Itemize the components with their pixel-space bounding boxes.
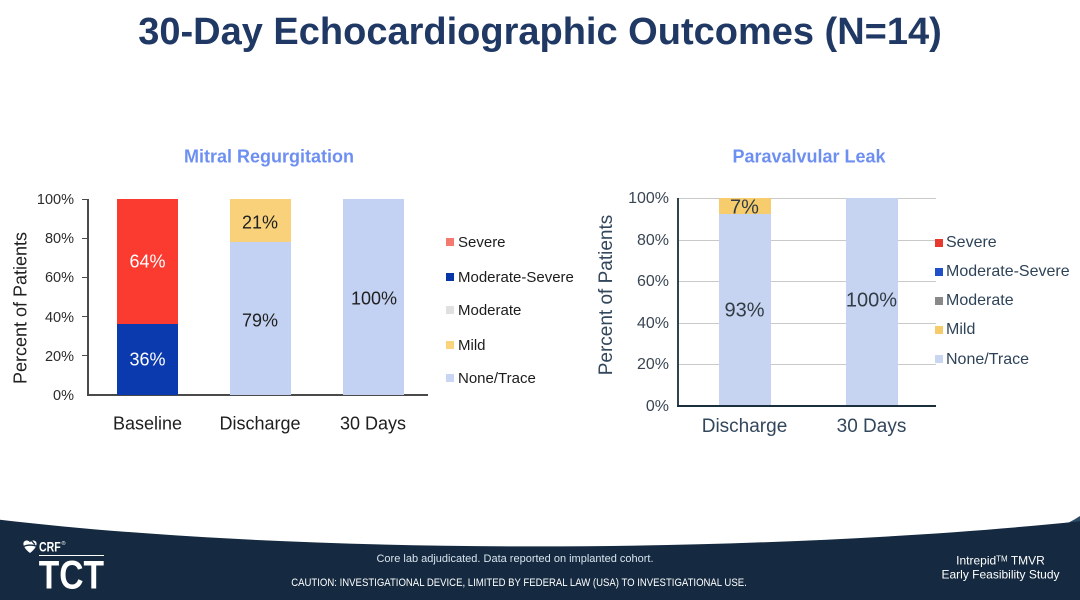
svg-text:®: ® [62, 540, 66, 547]
svg-text:CRF: CRF [39, 539, 61, 554]
svg-text:TCT: TCT [39, 556, 104, 592]
